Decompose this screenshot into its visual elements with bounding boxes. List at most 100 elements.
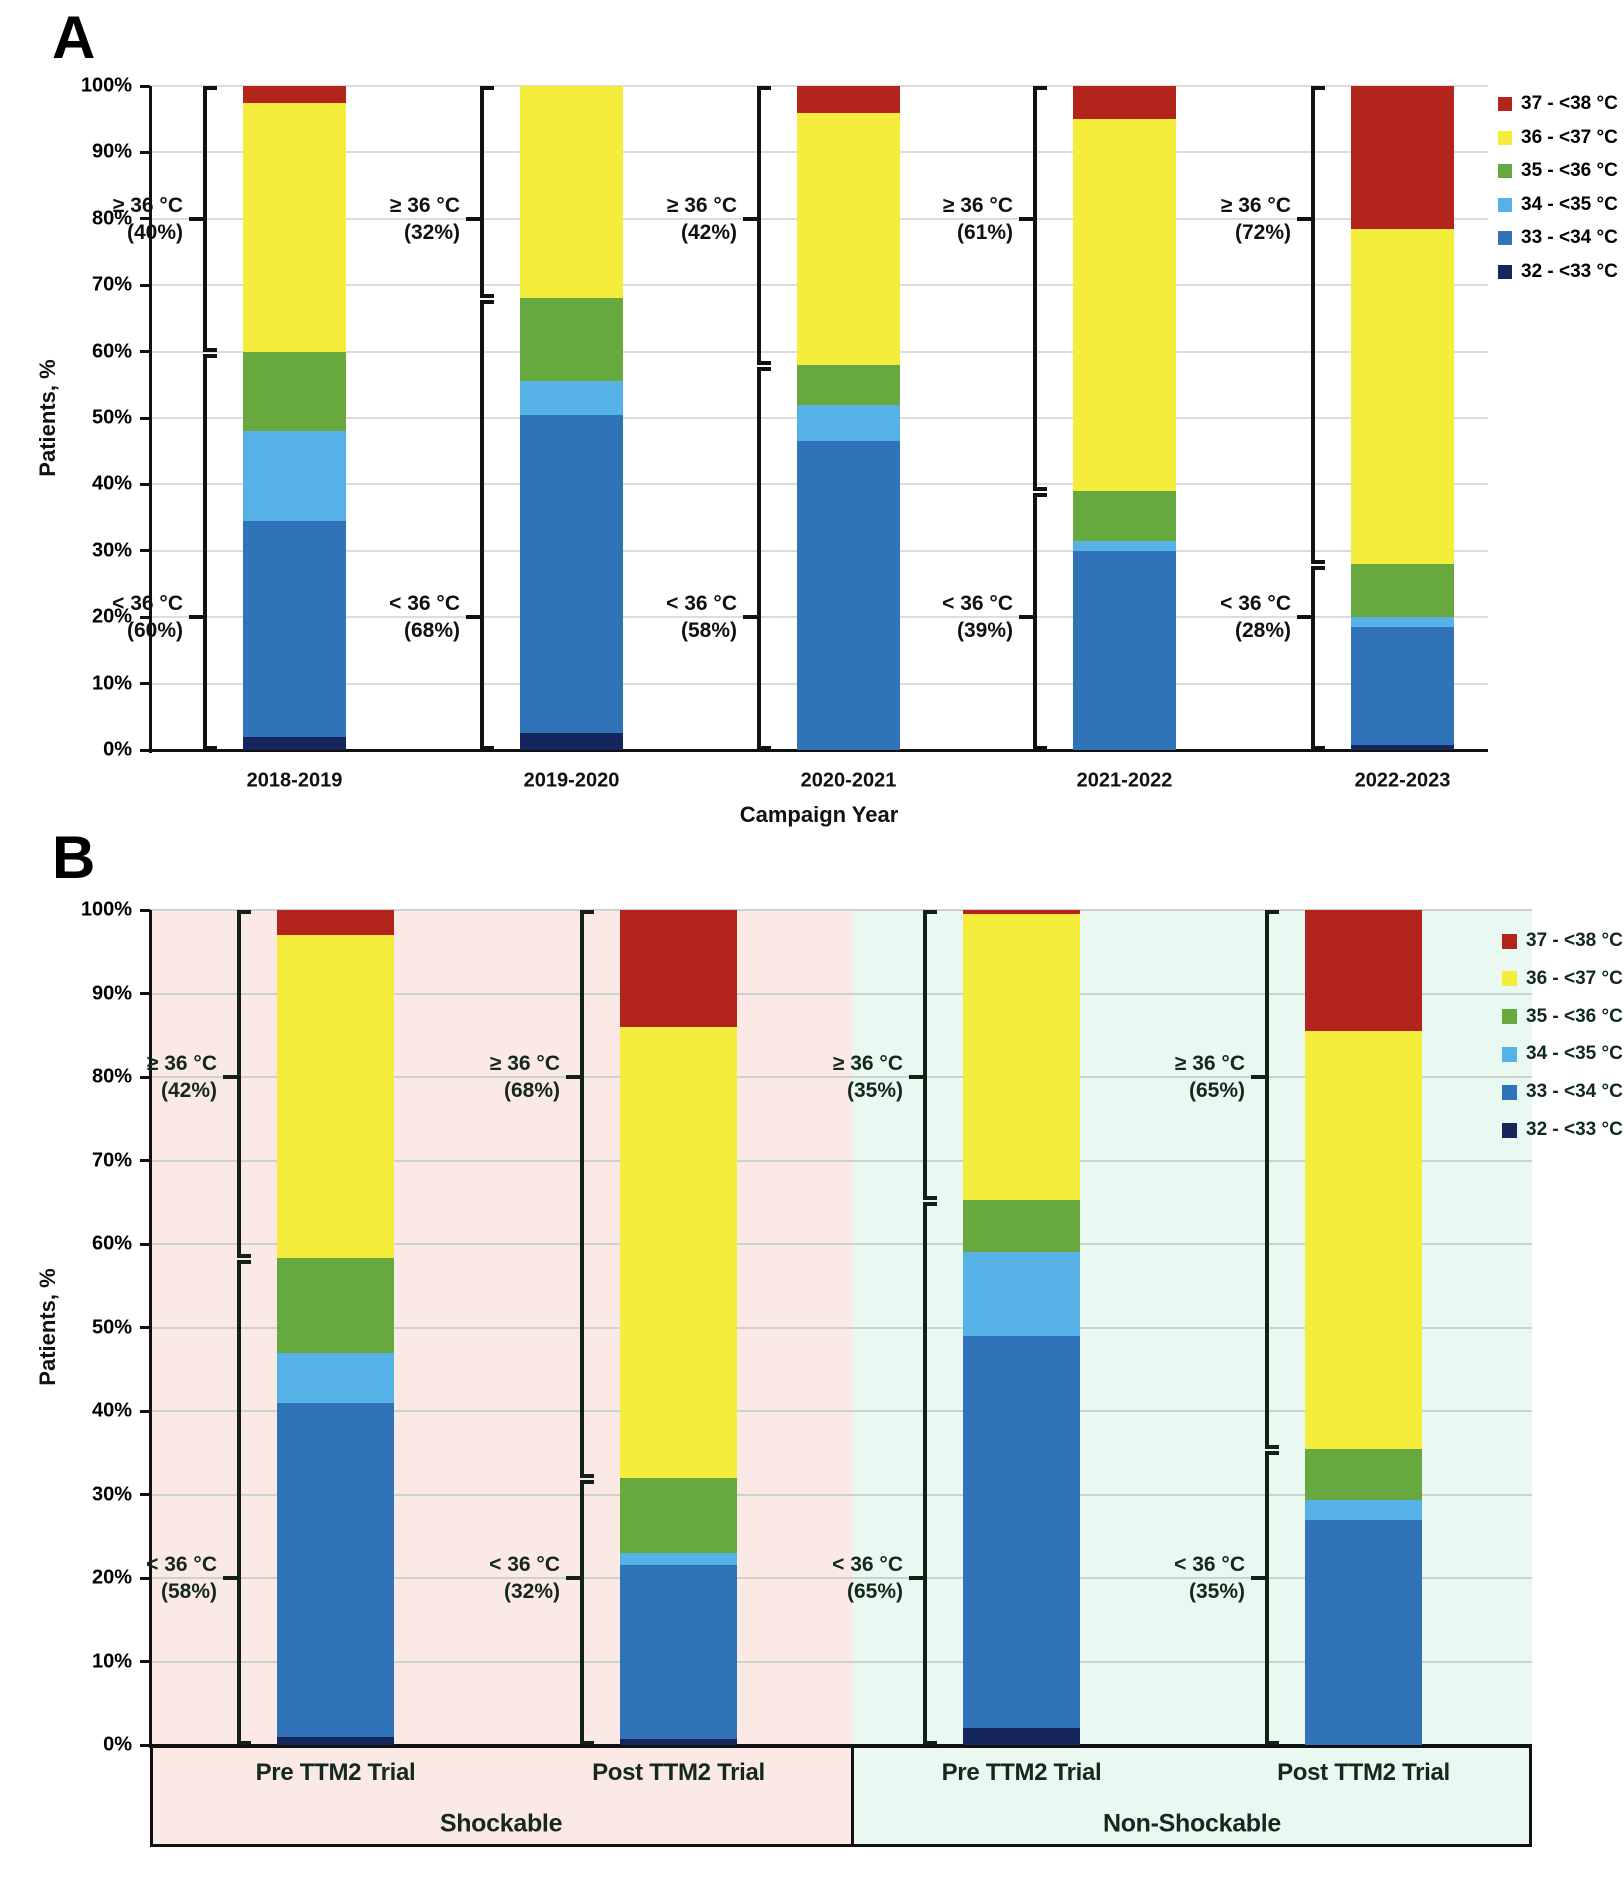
gridline bbox=[150, 1493, 1532, 1496]
bar-segment bbox=[277, 1402, 394, 1737]
legend-swatch bbox=[1502, 1084, 1517, 1100]
bracket-tick-ge36 bbox=[909, 1075, 923, 1079]
bar-segment bbox=[243, 736, 346, 750]
bracket-tick-ge36 bbox=[1251, 1075, 1265, 1079]
annotation-ge36: ≥ 36 °C (61%) bbox=[942, 194, 1013, 244]
y-tick-label: 40% bbox=[91, 1399, 132, 1422]
x-category-label: 2018-2019 bbox=[246, 769, 343, 792]
y-tick-mark bbox=[140, 1075, 150, 1079]
legend-item: 35 - <36 °C bbox=[1498, 160, 1618, 182]
bracket-ge36 bbox=[1033, 86, 1047, 492]
annotation-lt36: < 36 °C (58%) bbox=[146, 1553, 217, 1603]
bar-segment bbox=[520, 381, 623, 415]
legend-label: 35 - <36 °C bbox=[1521, 160, 1618, 182]
legend-item: 37 - <38 °C bbox=[1502, 930, 1623, 952]
bracket-tick-lt36 bbox=[189, 615, 203, 619]
y-tick-mark bbox=[140, 84, 150, 88]
y-tick-label: 20% bbox=[91, 1566, 132, 1589]
y-tick-label: 10% bbox=[91, 1650, 132, 1672]
legend-swatch bbox=[1498, 164, 1512, 179]
bracket-lt36 bbox=[757, 366, 771, 750]
bracket-tick-ge36 bbox=[189, 217, 203, 221]
trial-period-label: Post TTM2 Trial bbox=[592, 1758, 765, 1786]
y-tick-label: 50% bbox=[91, 406, 132, 429]
y-tick-label: 60% bbox=[91, 340, 132, 363]
band-divider bbox=[850, 1745, 854, 1847]
bar-segment bbox=[243, 520, 346, 737]
y-tick-mark bbox=[140, 482, 150, 486]
bracket-tick-lt36 bbox=[1019, 615, 1033, 619]
band-background bbox=[150, 1745, 852, 1847]
legend-swatch bbox=[1502, 1009, 1517, 1025]
bar-segment bbox=[797, 404, 900, 442]
bracket-tick-ge36 bbox=[1297, 217, 1311, 221]
panel-a-x-axis-title: Campaign Year bbox=[739, 802, 899, 827]
y-tick-label: 30% bbox=[91, 1483, 132, 1505]
band-border bbox=[150, 1745, 1532, 1847]
x-category-label: 2019-2020 bbox=[523, 769, 620, 792]
legend-item: 32 - <33 °C bbox=[1498, 261, 1618, 283]
legend-label: 36 - <37 °C bbox=[1526, 967, 1623, 989]
bar-segment bbox=[1351, 228, 1454, 565]
bar-segment bbox=[797, 364, 900, 405]
legend-swatch bbox=[1498, 97, 1512, 111]
x-category-label: 2020-2021 bbox=[800, 769, 897, 792]
bracket-tick-lt36 bbox=[743, 615, 757, 619]
bar-segment bbox=[963, 1252, 1080, 1336]
annotation-ge36: ≥ 36 °C (72%) bbox=[1220, 194, 1291, 244]
bar-segment bbox=[1073, 550, 1176, 750]
legend-swatch bbox=[1498, 130, 1512, 145]
y-tick-label: 10% bbox=[91, 672, 132, 695]
y-tick-mark bbox=[140, 615, 150, 619]
legend-label: 34 - <35 °C bbox=[1521, 193, 1618, 215]
annotation-lt36: < 36 °C (39%) bbox=[942, 592, 1013, 642]
bar-segment bbox=[1351, 564, 1454, 618]
bracket-tick-ge36 bbox=[466, 217, 480, 221]
annotation-ge36: ≥ 36 °C (42%) bbox=[146, 1052, 217, 1102]
y-tick-label: 100% bbox=[80, 74, 132, 97]
y-tick-label: 50% bbox=[91, 1316, 132, 1338]
bar-segment bbox=[963, 914, 1080, 1200]
y-tick-mark bbox=[140, 1660, 150, 1663]
bar-segment bbox=[243, 351, 346, 432]
y-tick-mark bbox=[140, 908, 150, 912]
rhythm-group-label: Non-Shockable bbox=[1102, 1809, 1282, 1837]
bracket-tick-ge36 bbox=[566, 1075, 580, 1079]
bracket-ge36 bbox=[923, 910, 937, 1200]
gridline bbox=[150, 992, 1532, 995]
legend-swatch bbox=[1502, 971, 1517, 987]
bar-segment bbox=[277, 1352, 394, 1403]
legend-label: 37 - <38 °C bbox=[1526, 930, 1623, 951]
legend-label: 32 - <33 °C bbox=[1526, 1119, 1623, 1140]
legend-item: 34 - <35 °C bbox=[1502, 1043, 1623, 1065]
annotation-lt36: < 36 °C (58%) bbox=[666, 592, 737, 642]
legend-item: 32 - <33 °C bbox=[1502, 1119, 1623, 1141]
y-axis-line bbox=[148, 910, 152, 1748]
bar-segment bbox=[1073, 119, 1176, 492]
bar-segment bbox=[620, 1552, 737, 1566]
y-tick-label: 70% bbox=[91, 273, 132, 296]
y-tick-label: 60% bbox=[91, 1232, 132, 1255]
bracket-ge36 bbox=[480, 86, 494, 299]
y-tick-label: 20% bbox=[91, 605, 132, 628]
bar-segment bbox=[797, 441, 900, 750]
y-tick-mark bbox=[140, 1159, 150, 1162]
annotation-ge36: ≥ 36 °C (42%) bbox=[666, 194, 737, 244]
legend-item: 33 - <34 °C bbox=[1502, 1081, 1623, 1103]
y-tick-mark bbox=[140, 1242, 150, 1246]
x-axis-line bbox=[150, 748, 1488, 752]
bracket-tick-lt36 bbox=[466, 615, 480, 619]
bar-segment bbox=[797, 86, 900, 113]
bracket-lt36 bbox=[580, 1479, 594, 1745]
y-tick-mark bbox=[140, 283, 150, 287]
bar-segment bbox=[243, 431, 346, 521]
bar-segment bbox=[277, 910, 394, 936]
bracket-tick-ge36 bbox=[743, 217, 757, 221]
legend-label: 33 - <34 °C bbox=[1526, 1081, 1623, 1103]
trial-period-label: Pre TTM2 Trial bbox=[255, 1758, 416, 1786]
y-tick-mark bbox=[140, 549, 150, 553]
bracket-tick-lt36 bbox=[1251, 1576, 1265, 1580]
bracket-tick-lt36 bbox=[223, 1576, 237, 1580]
bracket-lt36 bbox=[1311, 566, 1325, 750]
